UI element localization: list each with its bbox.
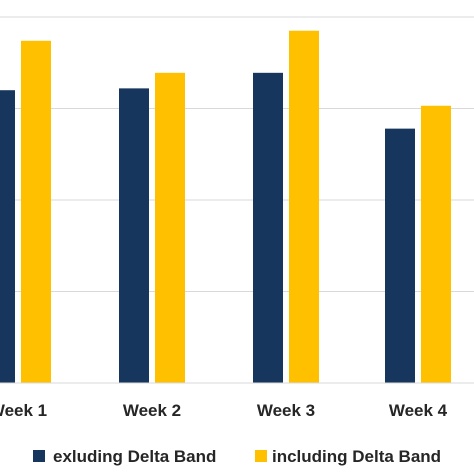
bar-excluding-week-4: [385, 128, 415, 383]
bar-excluding-week-3: [253, 72, 283, 383]
x-tick-label-week-1: Week 1: [0, 401, 47, 420]
bar-including-week-1: [21, 40, 51, 383]
x-tick-label-week-4: Week 4: [389, 401, 448, 420]
legend-swatch-including: [255, 450, 267, 462]
bars: [0, 30, 451, 384]
legend-label-including: including Delta Band: [272, 447, 441, 466]
x-axis-tick-labels: Week 1 Week 2 Week 3 Week 4: [0, 401, 448, 420]
bar-including-week-4: [421, 105, 451, 383]
bar-including-week-2: [155, 72, 185, 383]
legend-swatch-excluding: [33, 450, 45, 462]
bar-including-week-3: [289, 30, 319, 383]
x-tick-label-week-2: Week 2: [123, 401, 181, 420]
legend: exluding Delta Band including Delta Band: [33, 447, 441, 466]
legend-label-excluding: exluding Delta Band: [53, 447, 216, 466]
bar-excluding-week-2: [119, 88, 149, 384]
x-tick-label-week-3: Week 3: [257, 401, 315, 420]
bar-excluding-week-1: [0, 90, 15, 383]
